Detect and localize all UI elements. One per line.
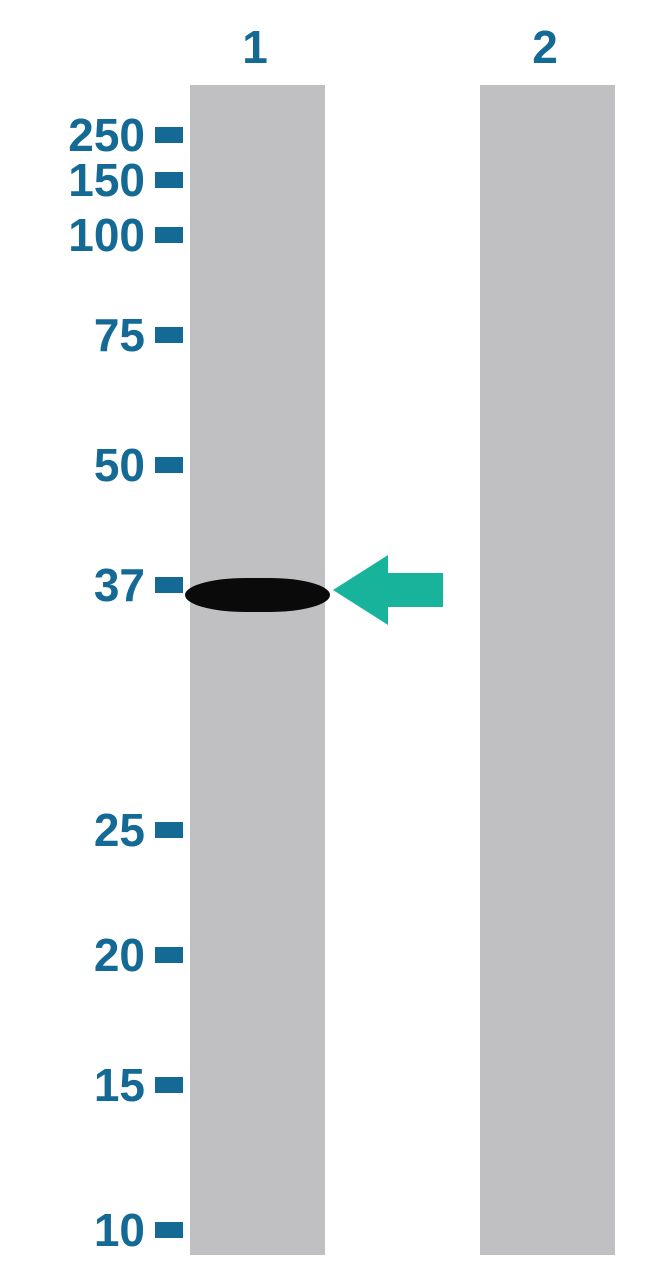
mw-tick-25: [155, 822, 183, 838]
lane-header-2: 2: [515, 20, 575, 74]
band-lane1: [185, 578, 330, 612]
mw-label-50: 50: [5, 438, 145, 492]
mw-tick-100: [155, 227, 183, 243]
mw-tick-250: [155, 127, 183, 143]
western-blot: 1225015010075503725201510: [0, 0, 650, 1270]
mw-label-25: 25: [5, 803, 145, 857]
mw-tick-150: [155, 172, 183, 188]
mw-tick-37: [155, 577, 183, 593]
mw-tick-20: [155, 947, 183, 963]
mw-label-75: 75: [5, 308, 145, 362]
mw-tick-15: [155, 1077, 183, 1093]
mw-label-150: 150: [5, 153, 145, 207]
mw-tick-50: [155, 457, 183, 473]
lane-2: [480, 85, 615, 1255]
mw-label-37: 37: [5, 558, 145, 612]
mw-tick-10: [155, 1222, 183, 1238]
mw-label-10: 10: [5, 1203, 145, 1257]
mw-label-15: 15: [5, 1058, 145, 1112]
mw-label-20: 20: [5, 928, 145, 982]
mw-label-100: 100: [5, 208, 145, 262]
lane-1: [190, 85, 325, 1255]
band-indicator-arrow-icon: [333, 555, 443, 625]
mw-tick-75: [155, 327, 183, 343]
lane-header-1: 1: [225, 20, 285, 74]
